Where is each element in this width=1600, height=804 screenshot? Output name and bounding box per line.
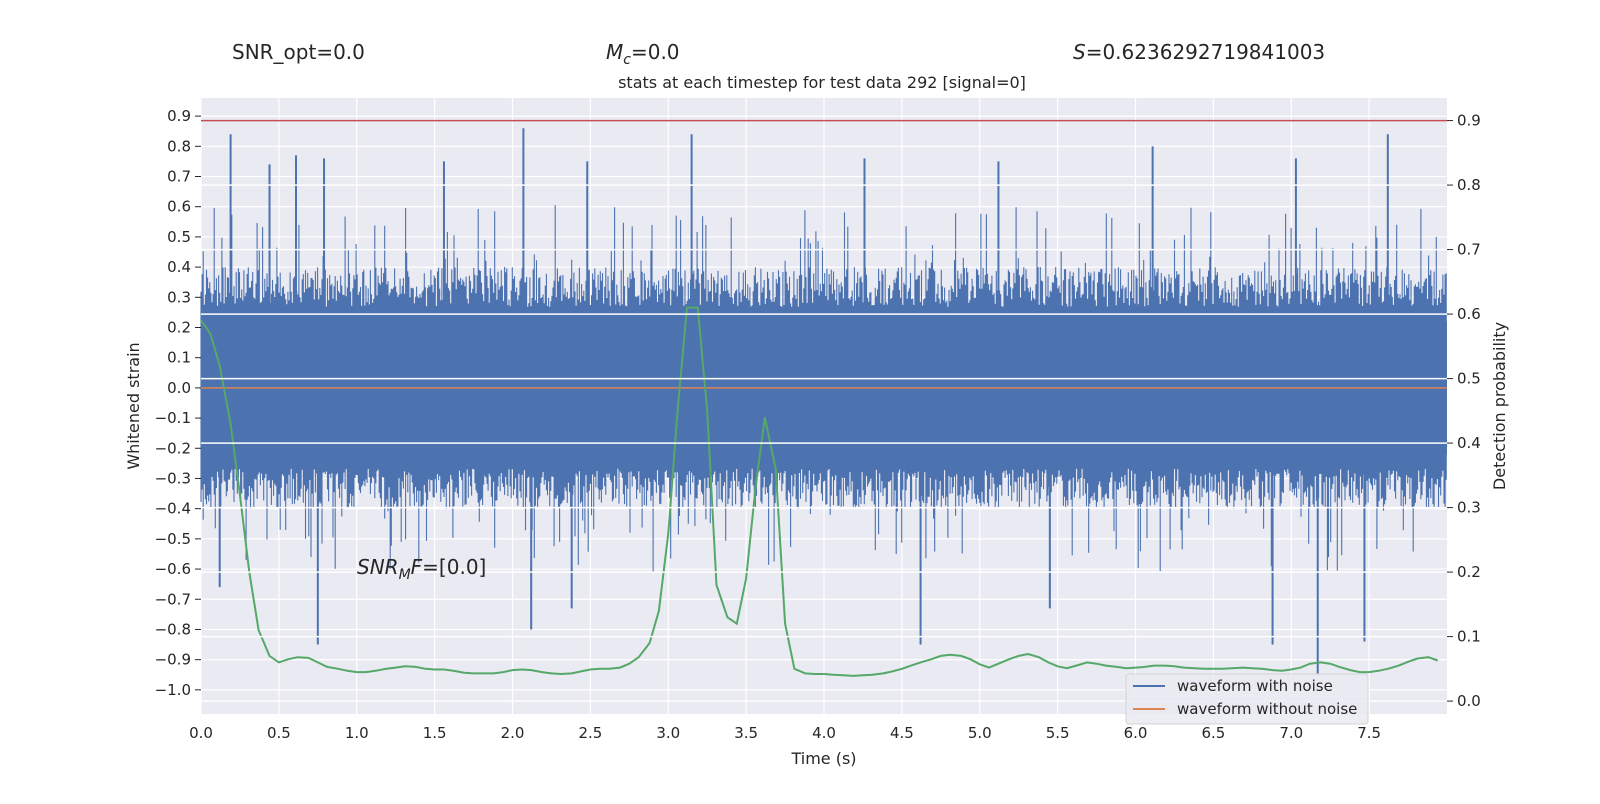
y-tick-label: −1.0 — [155, 681, 191, 699]
detection-probability-layer — [200, 306, 1439, 677]
legend-label-clean: waveform without noise — [1177, 700, 1357, 718]
chirp-mass-value: =0.0 — [631, 40, 680, 64]
x-axis-label: Time (s) — [790, 749, 856, 768]
left-y-axis-label: Whitened strain — [124, 342, 143, 469]
y-tick-label: −0.3 — [155, 469, 191, 487]
y-tick-label: 0.4 — [167, 258, 191, 276]
y-tick-label: 0.1 — [167, 349, 191, 367]
y-tick-label: −0.9 — [155, 651, 191, 669]
right-tick-label: 0.1 — [1457, 628, 1481, 646]
x-tick-label: 1.0 — [345, 724, 369, 742]
right-y-axis-label: Detection probability — [1490, 322, 1509, 490]
chart-title: stats at each timestep for test data 292… — [618, 73, 1026, 92]
x-tick-label: 4.5 — [890, 724, 914, 742]
detection-probability-line — [200, 306, 1439, 677]
x-tick-label: 7.0 — [1279, 724, 1303, 742]
chirp-mass-label: Mc=0.0 — [606, 40, 680, 68]
snr-mf-annotation: SNRMF=[0.0] — [357, 555, 486, 583]
chirp-mass-subscript: c — [623, 52, 631, 68]
right-tick-label: 0.8 — [1457, 176, 1481, 194]
y-tick-label: −0.5 — [155, 530, 191, 548]
y-tick-label: 0.8 — [167, 137, 191, 155]
snr-opt-label: SNR_opt=0.0 — [232, 40, 365, 64]
legend-label-noise: waveform with noise — [1177, 677, 1333, 695]
y-tick-label: 0.9 — [167, 107, 191, 125]
y-tick-label: −0.6 — [155, 560, 191, 578]
x-tick-label: 5.5 — [1046, 724, 1070, 742]
y-tick-label: 0.7 — [167, 168, 191, 186]
y-tick-label: 0.6 — [167, 198, 191, 216]
y-tick-label: −0.8 — [155, 620, 191, 638]
x-tick-label: 0.5 — [267, 724, 291, 742]
right-tick-label: 0.2 — [1457, 563, 1481, 581]
score-value: =0.6236292719841003 — [1086, 40, 1325, 64]
score-label: S=0.6236292719841003 — [1073, 40, 1325, 64]
right-tick-label: 0.6 — [1457, 305, 1481, 323]
x-tick-label: 4.0 — [812, 724, 836, 742]
snr-mf-value: =[0.0] — [422, 555, 486, 579]
right-tick-label: 0.3 — [1457, 499, 1481, 517]
y-tick-label: 0.2 — [167, 318, 191, 336]
snr-mf-main: SNR — [357, 555, 399, 579]
y-tick-label: −0.1 — [155, 409, 191, 427]
right-tick-label: 0.4 — [1457, 434, 1481, 452]
x-tick-label: 5.0 — [968, 724, 992, 742]
y-tick-label: −0.2 — [155, 439, 191, 457]
y-tick-label: 0.0 — [167, 379, 191, 397]
right-tick-label: 0.5 — [1457, 370, 1481, 388]
snr-mf-tail: F — [411, 555, 423, 579]
legend-box — [1125, 673, 1369, 725]
score-symbol: S — [1073, 40, 1086, 64]
x-tick-label: 6.5 — [1201, 724, 1225, 742]
noise-waveform-trace — [200, 205, 1447, 572]
legend: waveform with noise waveform without noi… — [1125, 673, 1369, 725]
x-tick-label: 3.0 — [656, 724, 680, 742]
snr-mf-subscript: M — [399, 567, 411, 583]
x-tick-label: 2.5 — [578, 724, 602, 742]
y-tick-label: 0.3 — [167, 288, 191, 306]
x-tick-label: 6.0 — [1124, 724, 1148, 742]
x-tick-label: 3.5 — [734, 724, 758, 742]
y-tick-label: −0.4 — [155, 500, 191, 518]
right-tick-label: 0.9 — [1457, 112, 1481, 130]
x-tick-labels: 0.0 0.5 1.0 1.5 2.0 2.5 3.0 3.5 4.0 4.5 5.0 5.5 6.0 6… — [189, 724, 1381, 742]
right-tick-label: 0.7 — [1457, 241, 1481, 259]
left-y-tick-labels: 0.9 0.8 0.7 0.6 0.5 0.4 0.3 0.2 0.1 0.0 −0.1 −0.2 −0… — [155, 107, 201, 699]
y-tick-label: −0.7 — [155, 590, 191, 608]
right-tick-label: 0.0 — [1457, 692, 1481, 710]
x-tick-label: 1.5 — [423, 724, 447, 742]
x-tick-label: 2.0 — [501, 724, 525, 742]
chirp-mass-symbol: M — [606, 40, 623, 64]
right-y-tick-labels: 0.9 0.8 0.7 0.6 0.5 0.4 0.3 0.2 0.1 0.0 — [1447, 112, 1481, 710]
x-tick-label: 0.0 — [189, 724, 213, 742]
y-tick-label: 0.5 — [167, 228, 191, 246]
x-tick-label: 7.5 — [1357, 724, 1381, 742]
